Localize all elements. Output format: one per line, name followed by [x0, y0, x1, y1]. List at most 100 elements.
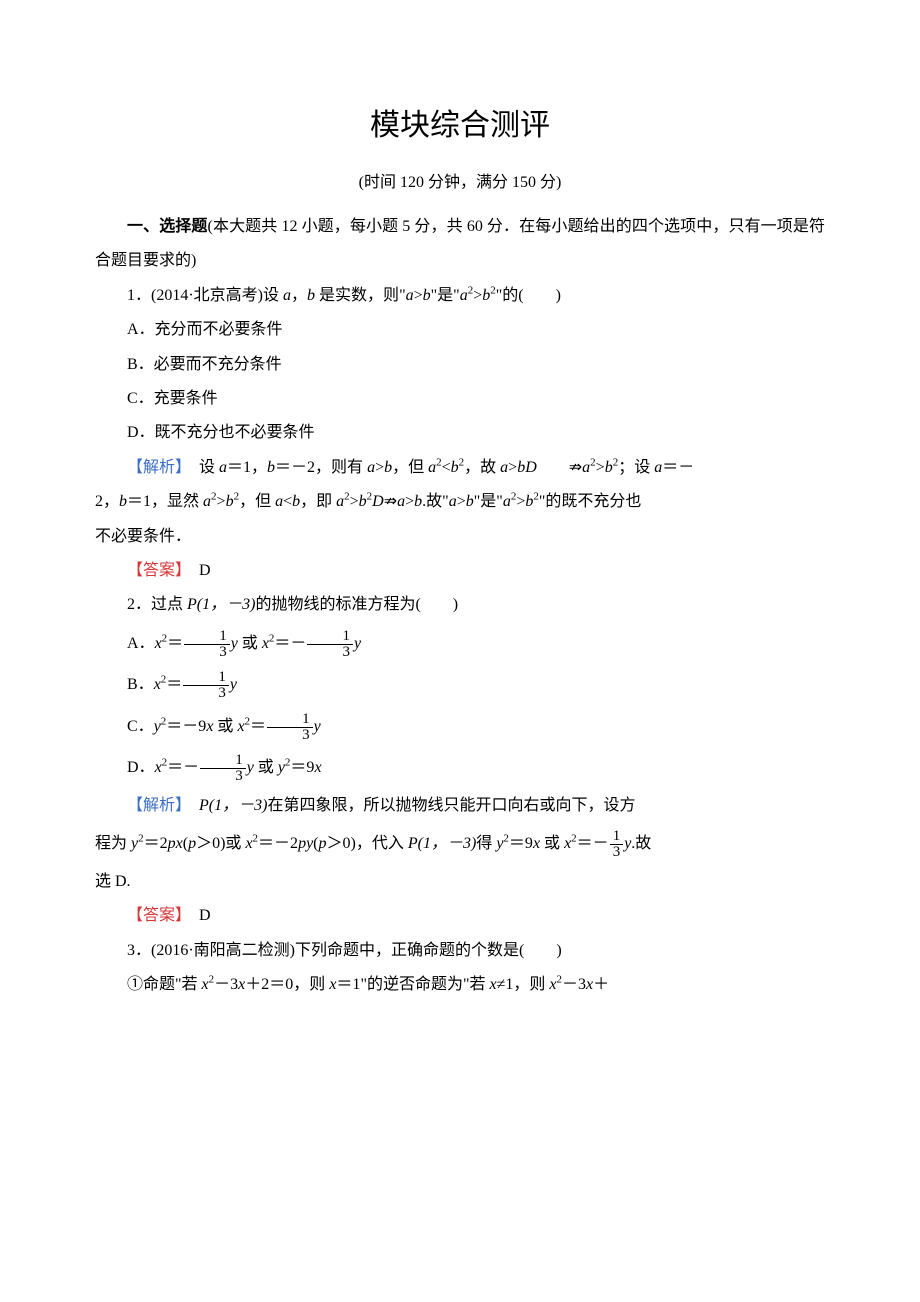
expr: a	[336, 493, 344, 510]
expr: bD	[517, 459, 537, 476]
q1-text: 的( )	[502, 287, 561, 304]
expr: b	[466, 493, 474, 510]
fraction: 13	[307, 629, 353, 660]
expr: x	[262, 635, 269, 652]
expr: x	[155, 635, 162, 652]
q2-atext: 在第四象限，所以抛物线只能开口向右或向下，设方	[267, 797, 635, 814]
expr: b	[226, 493, 234, 510]
expr: b	[414, 493, 422, 510]
fraction: 13	[184, 629, 230, 660]
q2-atext: 故	[635, 835, 651, 852]
q2-atext: 或	[225, 835, 245, 852]
expr: y	[154, 718, 161, 735]
expr: a	[406, 287, 414, 304]
q2-analysis-line2: 程为 y2＝2px(p＞0)或 x2＝－2py(p＞0)，代入 P(1，－3)得…	[95, 823, 825, 865]
expr: a	[367, 459, 375, 476]
expr: b	[359, 493, 367, 510]
expr: a	[503, 493, 511, 510]
q1-atext: ，即	[300, 493, 336, 510]
expr: a	[203, 493, 211, 510]
q2-option-c: C．y2＝－9x 或 x2＝13y	[95, 706, 825, 748]
page-subtitle: (时间 120 分钟，满分 150 分)	[95, 168, 825, 192]
fraction: 13	[610, 829, 624, 860]
q1-answer: 【答案】 D	[95, 554, 825, 588]
expr: a	[500, 459, 508, 476]
expr: x	[329, 976, 336, 993]
q1-atext: 2，	[95, 493, 119, 510]
q2-text: 的抛物线的标准方程为( )	[255, 596, 458, 613]
q3-itext: "的逆否命题为"若	[360, 976, 489, 993]
q2-answer-value: D	[199, 907, 211, 924]
q3-itext: ①命题"若	[127, 976, 202, 993]
not-implies-icon: ⇏	[537, 451, 582, 485]
q1-atext: 是	[480, 493, 496, 510]
expr: x	[245, 835, 252, 852]
expr: y	[624, 835, 631, 852]
analysis-label: 【解析】	[127, 797, 183, 814]
expr: x	[314, 759, 321, 776]
q2-text: 过点	[151, 596, 187, 613]
q2-atext: 得	[476, 835, 496, 852]
expr: x	[533, 835, 540, 852]
q2-point: P(1，－3)	[408, 835, 476, 852]
q2-option-b: B．x2＝13y	[95, 664, 825, 706]
q1-number: 1．	[127, 287, 151, 304]
expr: a	[275, 493, 283, 510]
expr: y	[230, 676, 237, 693]
answer-label: 【答案】	[127, 907, 183, 924]
expr: a	[449, 493, 457, 510]
expr: py	[298, 835, 313, 852]
expr: y	[354, 635, 361, 652]
q1-atext: ＝1，显然	[127, 493, 203, 510]
q1-analysis-line1: 【解析】 设 a＝1，b＝－2，则有 a>b，但 a2<b2，故 a>bD⇏a…	[95, 451, 825, 485]
q1-atext: 故	[426, 493, 442, 510]
expr: a	[397, 493, 405, 510]
expr: x	[154, 676, 161, 693]
expr: x	[237, 718, 244, 735]
q1-atext: ＝1，	[227, 459, 267, 476]
expr: a	[582, 459, 590, 476]
expr: b	[451, 459, 459, 476]
var-b: b	[267, 459, 275, 476]
q1-option-b: B．必要而不充分条件	[95, 348, 825, 382]
q1-text: 设	[263, 287, 283, 304]
expr: D	[372, 493, 384, 510]
expr: a	[654, 459, 662, 476]
q1-option-d: D．既不充分也不必要条件	[95, 416, 825, 450]
page-title: 模块综合测评	[95, 100, 825, 144]
q2-answer: 【答案】 D	[95, 899, 825, 933]
expr: x	[202, 976, 209, 993]
q3-number: 3．	[127, 942, 151, 959]
expr: b	[423, 287, 431, 304]
q1-atext: 的既不充分也	[545, 493, 641, 510]
expr: x	[549, 976, 556, 993]
q2-atext: 或	[540, 835, 564, 852]
q2-number: 2．	[127, 596, 151, 613]
var-b: b	[119, 493, 127, 510]
q2-option-d: D．x2＝－13y 或 y2＝9x	[95, 747, 825, 789]
expr: p	[319, 835, 327, 852]
var-a: a	[219, 459, 227, 476]
q1-option-a: A．充分而不必要条件	[95, 313, 825, 347]
fraction: 13	[267, 712, 313, 743]
q2-atext	[183, 797, 199, 814]
q1-atext: 设	[183, 459, 219, 476]
q1-option-c: C．充要条件	[95, 382, 825, 416]
expr: y	[314, 718, 321, 735]
q3-item1: ①命题"若 x2－3x＋2＝0，则 x＝1"的逆否命题为"若 x≠1，则 x2－…	[95, 968, 825, 1002]
expr: b	[292, 493, 300, 510]
fraction: 13	[200, 753, 246, 784]
expr: x	[238, 976, 245, 993]
expr: p	[188, 835, 196, 852]
expr: px	[168, 835, 183, 852]
q1-atext: ，故	[464, 459, 500, 476]
q2-stem: 2．过点 P(1，－3)的抛物线的标准方程为( )	[95, 588, 825, 622]
var-b: b	[307, 287, 315, 304]
q1-answer-value: D	[199, 562, 211, 579]
expr: x	[206, 718, 213, 735]
q1-text: 是实数，则	[315, 287, 399, 304]
analysis-label: 【解析】	[127, 459, 183, 476]
q2-atext: 程为	[95, 835, 131, 852]
q1-analysis-line2: 2，b＝1，显然 a2>b2，但 a<b，即 a2>b2D⇏a>b.故"a>b…	[95, 485, 825, 519]
expr: y	[247, 759, 254, 776]
